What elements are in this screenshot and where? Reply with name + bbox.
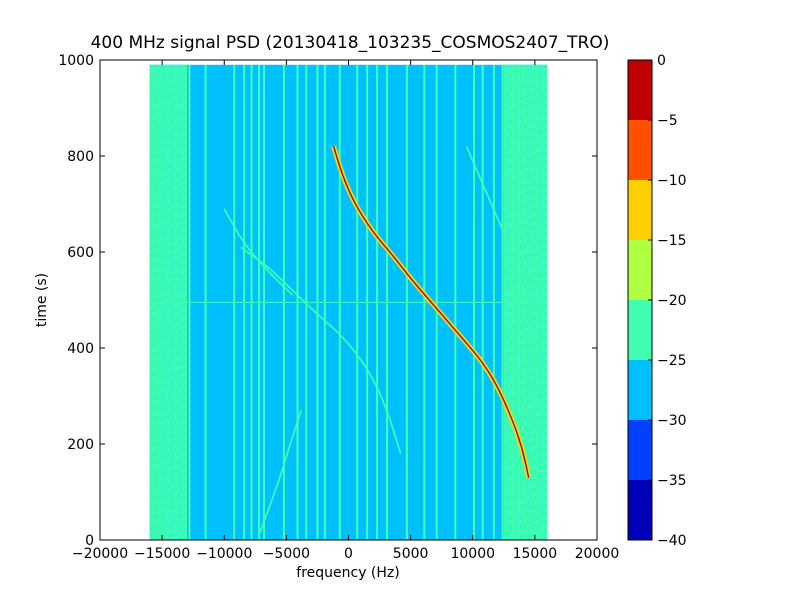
colorbar-tick-label: −35 [657,473,687,489]
y-tick-label: 1000 [58,53,94,69]
colorbar-tick-label: −40 [657,533,687,549]
x-axis-label: frequency (Hz) [296,565,399,581]
colorbar-segment [628,120,652,180]
secondary-trace [465,146,505,234]
x-tick-label: 10000 [450,546,495,562]
y-tick-label: 600 [67,245,94,261]
colorbar-tick-label: −15 [657,233,687,249]
colorbar-segment [628,240,652,300]
y-tick-label: 400 [67,341,94,357]
colorbar-tick-label: −25 [657,353,687,369]
x-tick-label: 15000 [513,546,558,562]
x-tick-label: 20000 [575,546,620,562]
plot-area [149,64,548,541]
x-tick-label: 0 [344,546,353,562]
secondary-trace [223,208,294,296]
secondary-trace [258,410,303,536]
colorbar-tick-label: 0 [657,53,666,69]
colorbar-tick-label: −20 [657,293,687,309]
colorbar-segment [628,60,652,120]
x-tick-label: 5000 [393,546,429,562]
x-tick-label: −15000 [134,546,190,562]
colorbar-segment [628,480,652,540]
y-tick-label: 200 [67,437,94,453]
main-trace [332,146,530,478]
colorbar: −40 −35 −30 −25 −20 −15 −10 −5 0 [627,53,687,549]
colorbar-tick-label: −10 [657,173,687,189]
x-tick-label: −5000 [263,546,310,562]
x-axis: −20000 −15000 −10000 −5000 0 5000 10000 15000 20… [72,60,619,562]
y-axis-label: time (s) [34,273,50,327]
y-tick-label: 0 [85,533,94,549]
colorbar-segment [628,180,652,240]
colorbar-segment [628,360,652,420]
y-axis: 0 200 400 600 800 1000 [58,53,597,549]
chart-title: 400 MHz signal PSD (20130418_103235_COSM… [91,33,610,53]
colorbar-tick-label: −5 [657,113,678,129]
colorbar-tick-label: −30 [657,413,687,429]
x-tick-label: −20000 [72,546,128,562]
colorbar-segment [628,420,652,480]
y-tick-label: 800 [67,149,94,165]
colorbar-segment [628,300,652,360]
x-tick-label: −10000 [196,546,252,562]
